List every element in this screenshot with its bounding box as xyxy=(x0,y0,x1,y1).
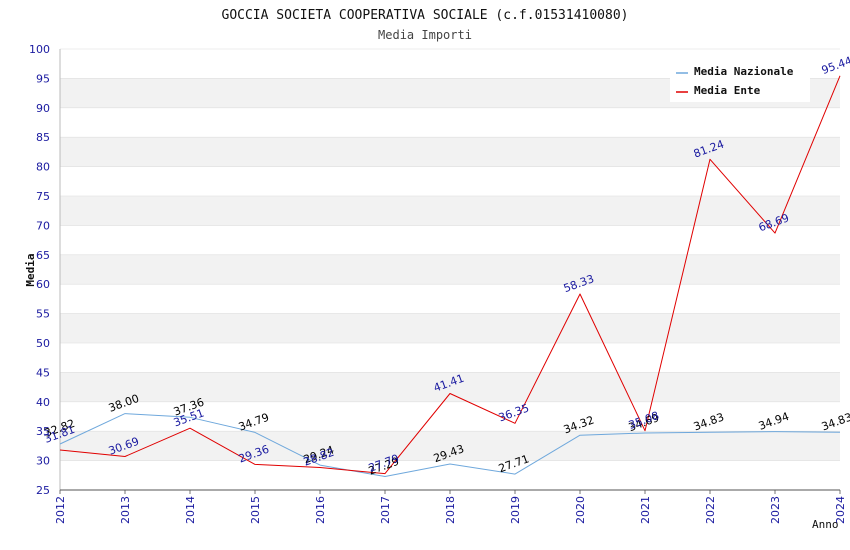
y-tick-label: 90 xyxy=(36,102,50,115)
x-tick-label: 2023 xyxy=(769,496,782,524)
y-tick-label: 100 xyxy=(29,43,50,56)
x-axis-label: Anno xyxy=(812,518,839,531)
x-tick-label: 2020 xyxy=(574,496,587,524)
x-tick-label: 2018 xyxy=(444,496,457,524)
x-tick-label: 2017 xyxy=(379,496,392,524)
y-tick-label: 30 xyxy=(36,455,50,468)
y-tick-label: 45 xyxy=(36,366,50,379)
y-tick-label: 70 xyxy=(36,219,50,232)
y-tick-label: 35 xyxy=(36,425,50,438)
y-tick-label: 75 xyxy=(36,190,50,203)
legend-label-media-ente: Media Ente xyxy=(694,84,761,97)
series-line-media-nazionale xyxy=(59,413,841,477)
chart-title: GOCCIA SOCIETA COOPERATIVA SOCIALE (c.f.… xyxy=(222,8,629,23)
x-tick-label: 2014 xyxy=(184,496,197,524)
legend: Media Nazionale Media Ente xyxy=(670,60,810,102)
y-tick-label: 60 xyxy=(36,278,50,291)
x-tick-label: 2013 xyxy=(119,496,132,524)
legend-box xyxy=(670,60,810,102)
y-tick-label: 95 xyxy=(36,72,50,85)
chart-subtitle: Media Importi xyxy=(378,28,472,42)
x-tick-label: 2016 xyxy=(314,496,327,524)
x-tick-label: 2012 xyxy=(54,496,67,524)
series-line-media-ente xyxy=(59,75,841,475)
x-tick-label: 2015 xyxy=(249,496,262,524)
grid-band xyxy=(60,137,840,167)
y-tick-label: 50 xyxy=(36,337,50,350)
y-tick-labels: 25 30 35 40 45 50 55 60 65 70 75 80 85 90 95 100 xyxy=(29,43,50,497)
x-tick-label: 2019 xyxy=(509,496,522,524)
legend-label-media-nazionale: Media Nazionale xyxy=(694,65,794,78)
y-tick-label: 85 xyxy=(36,131,50,144)
y-axis-label: Media xyxy=(24,253,37,286)
x-tick-label: 2021 xyxy=(639,496,652,524)
x-tick-label: 2024 xyxy=(834,496,847,524)
plot-background xyxy=(60,49,840,490)
axes xyxy=(59,49,841,494)
series-lines xyxy=(59,75,841,477)
y-tick-label: 25 xyxy=(36,484,50,497)
x-tick-labels: 2012 2013 2014 2015 2016 2017 2018 2019 2020 2021… xyxy=(54,496,847,524)
x-tick-label: 2022 xyxy=(704,496,717,524)
grid-band xyxy=(60,431,840,461)
grid-band xyxy=(60,372,840,402)
grid-band xyxy=(60,313,840,343)
grid-band xyxy=(60,254,840,285)
y-tick-label: 80 xyxy=(36,161,50,174)
y-tick-label: 40 xyxy=(36,396,50,409)
grid-band xyxy=(60,196,840,226)
y-tick-label: 65 xyxy=(36,249,50,262)
y-tick-label: 55 xyxy=(36,308,50,321)
